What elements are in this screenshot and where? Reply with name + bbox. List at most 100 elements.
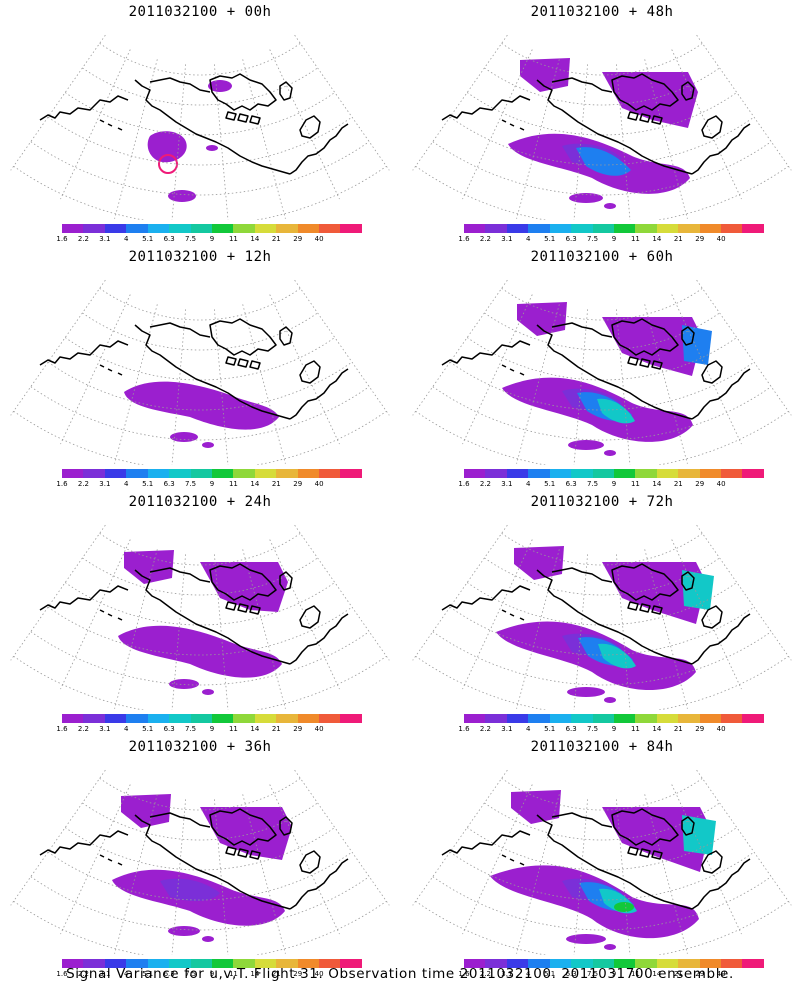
colorbar-tick-label: 14 bbox=[250, 970, 260, 978]
colorbar-cell bbox=[104, 224, 127, 233]
colorbar-cell bbox=[62, 469, 84, 478]
colorbar-cell bbox=[211, 469, 234, 478]
colorbar-tick-label: 3.1 bbox=[501, 480, 513, 488]
panel-title: 2011032100 + 60h bbox=[530, 249, 674, 265]
colorbar-tick-label: 3.1 bbox=[501, 970, 513, 978]
colorbar-tick-label: 14 bbox=[652, 235, 662, 243]
colorbar-cell bbox=[254, 959, 277, 968]
colorbar-cell bbox=[678, 714, 700, 723]
colorbar-tick-label: 40 bbox=[314, 970, 324, 978]
colorbar-cell bbox=[678, 959, 700, 968]
colorbar-cell bbox=[742, 469, 764, 478]
colorbar-tick-label: 6.3 bbox=[163, 725, 175, 733]
colorbar-cell bbox=[592, 959, 614, 968]
colorbar-cell bbox=[613, 224, 636, 233]
colorbar-cell bbox=[340, 469, 362, 478]
colorbar-tick-label: 1.6 bbox=[458, 970, 470, 978]
colorbar-cell bbox=[635, 224, 657, 233]
colorbar-tick-label: 1.6 bbox=[56, 235, 68, 243]
panel-title: 2011032100 + 84h bbox=[530, 739, 674, 755]
colorbar-tick-label: 29 bbox=[695, 725, 705, 733]
colorbar-tick-label: 11 bbox=[228, 480, 238, 488]
colorbar-cell bbox=[678, 224, 700, 233]
colorbar-labels: 1.6 2.2 3.1 4 5.1 6.3 7.5 9 11 14 21 29 40 bbox=[56, 480, 382, 490]
colorbar-tick-label: 29 bbox=[695, 235, 705, 243]
colorbar-tick-label: 5.1 bbox=[544, 970, 556, 978]
colorbar-tick-label: 7.5 bbox=[586, 970, 599, 978]
colorbar-cell bbox=[699, 959, 722, 968]
colorbar-cell bbox=[635, 959, 657, 968]
colorbar-tick-label: 7.5 bbox=[586, 235, 599, 243]
polar-map bbox=[412, 769, 792, 955]
polar-map bbox=[412, 279, 792, 465]
colorbar-tick-label: 40 bbox=[716, 480, 726, 488]
colorbar-cell bbox=[297, 469, 320, 478]
colorbar-tick-label: 6.3 bbox=[163, 970, 175, 978]
colorbar-cell bbox=[319, 714, 341, 723]
colorbar-tick-label: 3.1 bbox=[99, 725, 111, 733]
graticule bbox=[412, 34, 792, 220]
forecast-panel: 2011032100 + 72h 1.6 2.2 3.1 4 5.1 6.3 7.5 9 11 14… bbox=[402, 490, 800, 735]
colorbar-tick-label: 9 bbox=[611, 480, 617, 488]
colorbar-tick-label: 3.1 bbox=[99, 480, 111, 488]
colorbar-tick-label: 4 bbox=[526, 725, 531, 733]
colorbar-tick-label: 5.1 bbox=[544, 725, 556, 733]
coastline bbox=[441, 318, 751, 420]
colorbar-cell bbox=[742, 959, 764, 968]
panel-title: 2011032100 + 12h bbox=[128, 249, 272, 265]
colorbar-cell bbox=[254, 714, 277, 723]
colorbar-cell bbox=[83, 714, 105, 723]
colorbar-cell bbox=[528, 224, 550, 233]
colorbar-cell bbox=[656, 224, 679, 233]
colorbar-tick-label: 11 bbox=[630, 970, 640, 978]
colorbar-tick-label: 40 bbox=[716, 235, 726, 243]
polar-map bbox=[412, 34, 792, 220]
colorbar-tick-label: 21 bbox=[271, 480, 281, 488]
colorbar-labels: 1.6 2.2 3.1 4 5.1 6.3 7.5 9 11 14 21 29 40 bbox=[458, 970, 784, 980]
colorbar-tick-label: 1.6 bbox=[458, 480, 470, 488]
colorbar-cell bbox=[485, 714, 507, 723]
colorbar-tick-label: 7.5 bbox=[184, 235, 197, 243]
colorbar-tick-label: 14 bbox=[250, 235, 260, 243]
colorbar-tick-label: 6.3 bbox=[565, 235, 577, 243]
polar-map bbox=[412, 524, 792, 710]
colorbar-tick-label: 4 bbox=[526, 480, 531, 488]
colorbar-cell bbox=[721, 224, 743, 233]
forecast-panel: 2011032100 + 24h 1.6 2.2 3.1 4 5.1 6.3 7.5 9 11 14… bbox=[0, 490, 400, 735]
colorbar-tick-label: 4 bbox=[124, 235, 129, 243]
colorbar-tick-label: 29 bbox=[293, 480, 303, 488]
colorbar-cell bbox=[83, 224, 105, 233]
colorbar-cell bbox=[656, 469, 679, 478]
colorbar-tick-label: 9 bbox=[209, 970, 215, 978]
colorbar bbox=[62, 224, 362, 233]
colorbar-tick-label: 2.2 bbox=[77, 235, 89, 243]
observation-marker bbox=[158, 154, 178, 174]
forecast-panel: 2011032100 + 60h 1.6 2.2 3.1 4 5.1 6.3 7.5 9 11 14… bbox=[402, 245, 800, 490]
coastline bbox=[441, 563, 751, 665]
colorbar-cell bbox=[549, 469, 572, 478]
colorbar-cell bbox=[62, 714, 84, 723]
colorbar-cell bbox=[721, 469, 743, 478]
variance-field bbox=[124, 381, 279, 448]
colorbar-cell bbox=[506, 469, 529, 478]
colorbar-tick-label: 4 bbox=[124, 480, 129, 488]
colorbar-tick-label: 5.1 bbox=[544, 480, 556, 488]
colorbar-tick-label: 9 bbox=[209, 725, 215, 733]
variance-field bbox=[496, 546, 714, 703]
colorbar-cell bbox=[571, 714, 593, 723]
colorbar-cell bbox=[211, 224, 234, 233]
polar-map bbox=[10, 769, 390, 955]
colorbar-cell bbox=[549, 224, 572, 233]
colorbar-cell bbox=[104, 959, 127, 968]
colorbar-tick-label: 7.5 bbox=[184, 725, 197, 733]
colorbar-tick-label: 11 bbox=[630, 725, 640, 733]
colorbar-cell bbox=[147, 469, 170, 478]
colorbar-cell bbox=[319, 959, 341, 968]
colorbar-tick-label: 29 bbox=[293, 725, 303, 733]
colorbar-cell bbox=[340, 959, 362, 968]
colorbar-cell bbox=[169, 224, 191, 233]
colorbar-tick-label: 14 bbox=[250, 480, 260, 488]
colorbar-cell bbox=[721, 714, 743, 723]
variance-field bbox=[112, 794, 292, 942]
panel-title: 2011032100 + 72h bbox=[530, 494, 674, 510]
